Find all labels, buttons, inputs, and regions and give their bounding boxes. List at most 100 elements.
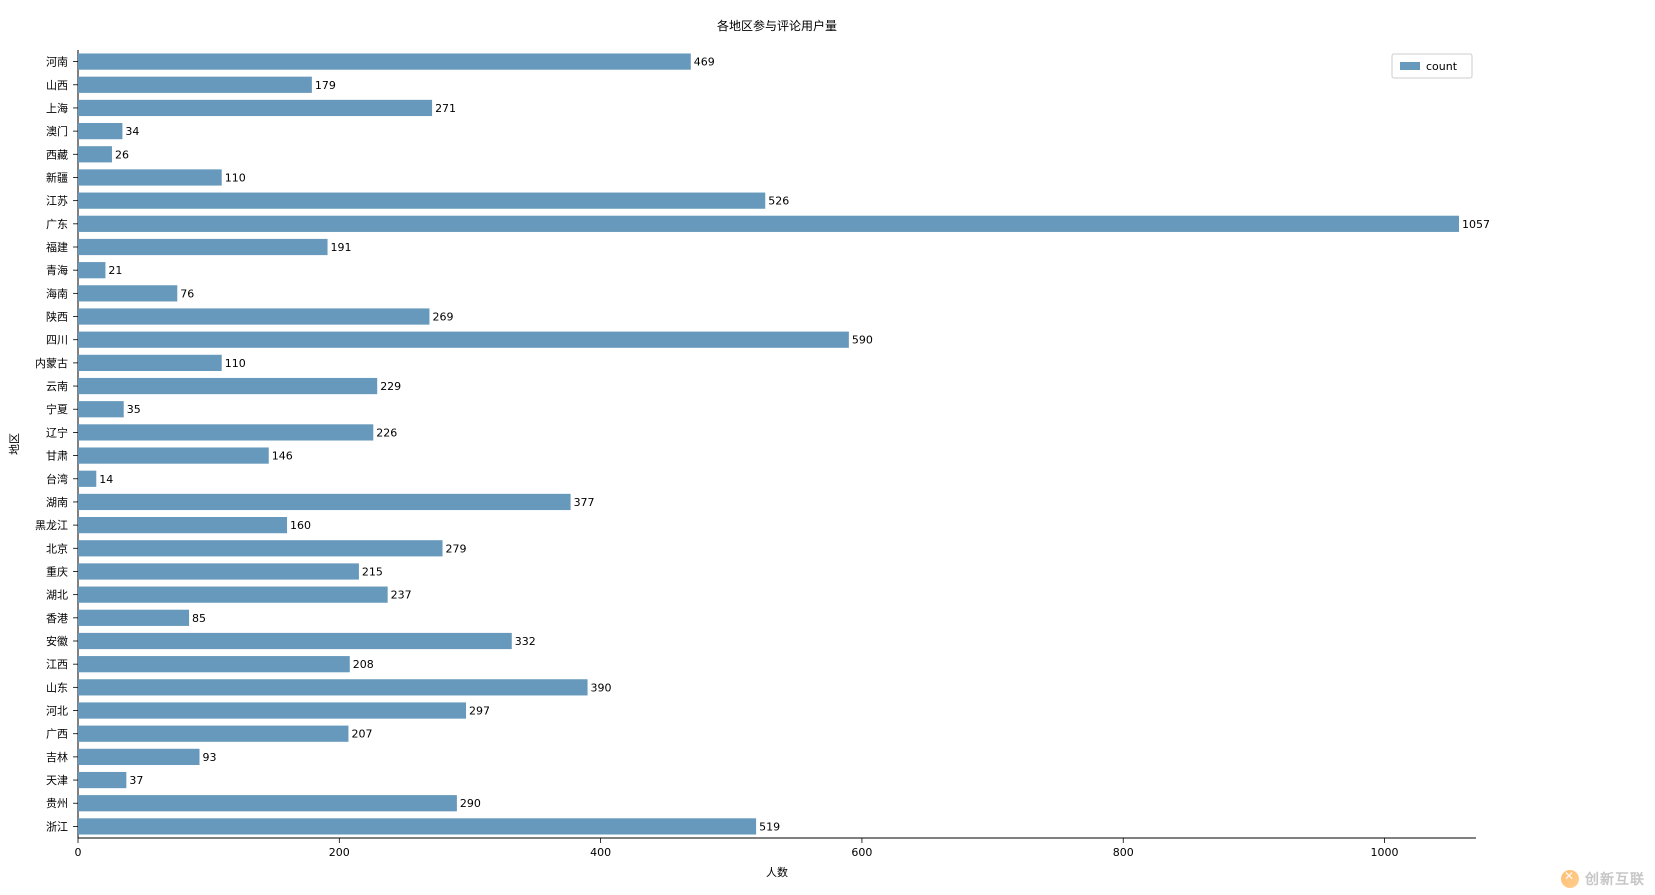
- bar: [78, 818, 756, 834]
- bar: [78, 424, 373, 440]
- y-tick-label: 河南: [46, 56, 68, 69]
- y-tick-label: 湖南: [46, 496, 68, 509]
- bar: [78, 123, 122, 139]
- y-tick-label: 山西: [46, 79, 68, 92]
- chart-title: 各地区参与评论用户量: [717, 18, 837, 33]
- bar-value-label: 1057: [1462, 218, 1490, 231]
- y-tick-label: 台湾: [46, 472, 68, 486]
- bar: [78, 169, 222, 185]
- y-tick-label: 吉林: [46, 750, 68, 764]
- y-tick-label: 宁夏: [46, 402, 68, 416]
- bar: [78, 540, 443, 556]
- bar: [78, 471, 96, 487]
- x-tick-label: 800: [1113, 846, 1134, 859]
- bar-value-label: 269: [432, 311, 453, 324]
- bar-value-label: 237: [391, 589, 412, 602]
- bar-value-label: 35: [127, 403, 141, 416]
- bar-value-label: 110: [225, 357, 246, 370]
- bar-value-label: 297: [469, 705, 490, 718]
- x-tick-label: 600: [851, 846, 872, 859]
- bar-value-label: 76: [180, 287, 194, 300]
- bar-value-label: 271: [435, 102, 456, 115]
- x-tick-label: 200: [329, 846, 350, 859]
- bar-value-label: 390: [591, 681, 612, 694]
- bar: [78, 401, 124, 417]
- bar: [78, 146, 112, 162]
- bar: [78, 193, 765, 209]
- bar: [78, 100, 432, 116]
- bar: [78, 610, 189, 626]
- bar: [78, 53, 691, 69]
- bar: [78, 285, 177, 301]
- y-axis-label: 地区: [8, 433, 21, 455]
- bar-value-label: 377: [574, 496, 595, 509]
- y-tick-label: 甘肃: [46, 450, 68, 463]
- y-tick-label: 重庆: [46, 564, 68, 578]
- bar-value-label: 37: [129, 774, 143, 787]
- x-tick-label: 1000: [1371, 846, 1399, 859]
- y-tick-label: 天津: [46, 774, 68, 787]
- y-tick-label: 新疆: [46, 170, 68, 184]
- legend-label: count: [1426, 60, 1458, 73]
- y-tick-label: 河北: [46, 705, 68, 718]
- bar-value-label: 93: [203, 751, 217, 764]
- bar-value-label: 34: [125, 125, 139, 138]
- bar-value-label: 191: [331, 241, 352, 254]
- y-tick-label: 云南: [46, 380, 68, 393]
- bar: [78, 679, 588, 695]
- y-tick-label: 广东: [46, 218, 68, 231]
- bar: [78, 262, 105, 278]
- bar: [78, 795, 457, 811]
- bar-value-label: 279: [446, 542, 467, 555]
- y-tick-label: 海南: [46, 286, 68, 300]
- bar-value-label: 208: [353, 658, 374, 671]
- bar: [78, 702, 466, 718]
- bar: [78, 308, 429, 324]
- y-tick-label: 北京: [46, 541, 68, 555]
- bar: [78, 378, 377, 394]
- bar-value-label: 179: [315, 79, 336, 92]
- y-tick-label: 江苏: [46, 195, 68, 208]
- bar-value-label: 469: [694, 56, 715, 69]
- watermark-icon: [1561, 870, 1579, 888]
- y-tick-label: 广西: [46, 728, 68, 741]
- bar-value-label: 14: [99, 473, 113, 486]
- bar-value-label: 85: [192, 612, 206, 625]
- bar-value-label: 526: [768, 195, 789, 208]
- y-tick-label: 四川: [46, 334, 68, 347]
- bar: [78, 749, 200, 765]
- bar-value-label: 207: [351, 728, 372, 741]
- bar-value-label: 226: [376, 426, 397, 439]
- x-axis-label: 人数: [766, 866, 788, 879]
- bar-value-label: 160: [290, 519, 311, 532]
- bar-value-label: 290: [460, 797, 481, 810]
- bar-value-label: 229: [380, 380, 401, 393]
- chart-svg: 各地区参与评论用户量02004006008001000人数地区河南469山西17…: [0, 0, 1655, 895]
- y-tick-label: 贵州: [46, 797, 68, 810]
- y-tick-label: 江西: [46, 658, 68, 671]
- y-tick-label: 澳门: [46, 124, 68, 138]
- y-tick-label: 内蒙古: [35, 356, 68, 370]
- y-tick-label: 陕西: [46, 310, 68, 324]
- bar: [78, 216, 1459, 232]
- bar-value-label: 215: [362, 565, 383, 578]
- bar-value-label: 519: [759, 820, 780, 833]
- x-tick-label: 0: [75, 846, 82, 859]
- bar: [78, 656, 350, 672]
- y-tick-label: 西藏: [46, 148, 68, 161]
- bar-value-label: 146: [272, 450, 293, 463]
- bar: [78, 587, 388, 603]
- bar-value-label: 21: [108, 264, 122, 277]
- y-tick-label: 湖北: [46, 589, 68, 602]
- y-tick-label: 青海: [46, 263, 68, 277]
- bar: [78, 563, 359, 579]
- legend-swatch: [1400, 62, 1420, 70]
- y-tick-label: 山东: [46, 681, 68, 694]
- bar: [78, 332, 849, 348]
- y-tick-label: 辽宁: [46, 425, 68, 439]
- bar: [78, 494, 571, 510]
- watermark-text: 创新互联: [1585, 869, 1645, 889]
- y-tick-label: 香港: [46, 612, 68, 625]
- watermark: 创新互联: [1561, 869, 1645, 889]
- bar-value-label: 26: [115, 148, 129, 161]
